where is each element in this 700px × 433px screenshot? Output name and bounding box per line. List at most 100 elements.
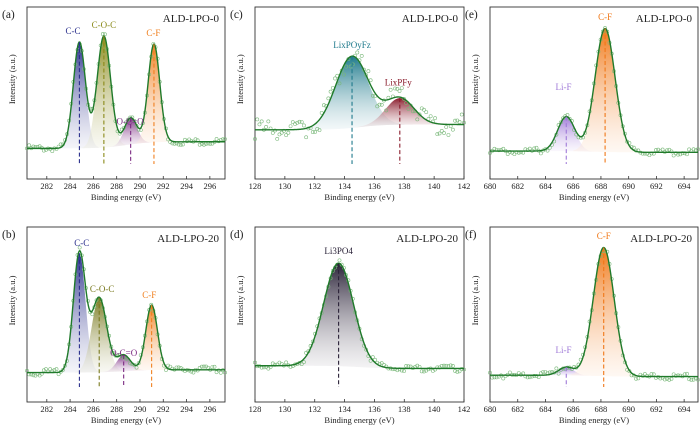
raw-data-point: [168, 364, 173, 369]
raw-data-point: [667, 147, 672, 152]
raw-data-point: [279, 130, 284, 135]
raw-data-point: [199, 142, 204, 147]
x-tick-label: 688: [595, 404, 608, 414]
peak-label: Li-F: [555, 82, 571, 92]
raw-data-point: [299, 362, 304, 367]
peak-label: O-C=O: [110, 348, 138, 358]
raw-data-point: [344, 64, 349, 69]
raw-data-point: [404, 101, 409, 105]
panel-f: Li-F C-F 680 682 684 686 688 690 692 694 Binding e…: [465, 226, 700, 425]
raw-data-point: [426, 367, 431, 372]
peak-label: Li-F: [555, 345, 571, 355]
y-axis-label: Intensity (a.u.): [470, 54, 480, 104]
raw-data-point: [395, 87, 400, 91]
raw-data-point: [508, 370, 512, 375]
raw-data-point: [41, 148, 46, 153]
x-tick-label: 138: [398, 404, 411, 414]
raw-data-point: [393, 86, 397, 91]
panel-b: C-C C-O-C O-C=O C-F 282 284 286 288 290 292 294 296…: [2, 226, 227, 425]
peak-label: C-F: [142, 290, 156, 300]
y-axis-label: Intensity (a.u.): [235, 275, 245, 325]
peak-label: O-C=O: [117, 117, 145, 127]
raw-data-point: [100, 32, 105, 36]
raw-data-point: [176, 365, 181, 370]
raw-data-point: [424, 110, 429, 114]
raw-data-point: [415, 117, 420, 122]
raw-data-point: [77, 245, 82, 250]
raw-data-point: [534, 374, 539, 378]
raw-data-point: [166, 363, 171, 368]
x-tick-label: 128: [249, 404, 262, 414]
panel-c: LixPOyFz LixPFy 128 130 132 134 136 138 140 142 Bi…: [230, 6, 470, 202]
x-tick-label: 132: [308, 181, 321, 191]
raw-data-point: [113, 353, 118, 358]
raw-data-point: [397, 89, 402, 93]
raw-data-point: [193, 137, 198, 142]
raw-data-point: [527, 146, 532, 151]
raw-data-point: [220, 137, 225, 142]
x-tick-label: 282: [40, 181, 53, 191]
x-tick-label: 692: [650, 404, 663, 414]
x-tick-label: 694: [678, 181, 692, 191]
raw-data-point: [419, 369, 424, 374]
panel-a: C-C C-O-C O-C=O C-F 282 284 286 288 290 292 294 296…: [2, 6, 227, 202]
fit-envelope: [255, 55, 464, 131]
x-tick-label: 694: [678, 404, 692, 414]
raw-data-point: [512, 152, 517, 157]
raw-data-point: [302, 123, 306, 128]
raw-data-point: [174, 365, 179, 370]
raw-data-point: [665, 148, 669, 153]
y-axis-label: Intensity (a.u.): [470, 275, 480, 325]
raw-data-point: [355, 50, 360, 55]
peak-area-f-1: [570, 247, 637, 377]
raw-data-point: [402, 369, 406, 374]
raw-data-point: [373, 357, 377, 362]
raw-data-point: [290, 120, 295, 125]
raw-data-point: [317, 128, 322, 133]
peak-label: C-O-C: [92, 20, 117, 30]
x-tick-label: 132: [308, 404, 321, 414]
x-tick-label: 680: [484, 181, 497, 191]
raw-data-point: [455, 369, 460, 374]
panel-letter: (d): [230, 229, 244, 241]
raw-data-point: [31, 373, 36, 378]
raw-data-point: [223, 370, 227, 375]
raw-data-point: [446, 133, 451, 137]
raw-data-point: [377, 102, 382, 107]
raw-data-point: [60, 368, 65, 372]
raw-data-point: [687, 377, 692, 382]
raw-data-point: [435, 132, 440, 137]
raw-data-point: [505, 152, 510, 156]
x-axis-label: Binding energy (eV): [91, 192, 161, 202]
raw-data-point: [266, 366, 271, 371]
x-tick-label: 294: [180, 181, 194, 191]
x-tick-label: 684: [539, 404, 553, 414]
raw-data-point: [379, 102, 384, 107]
raw-data-point: [44, 367, 48, 372]
raw-data-point: [399, 86, 404, 91]
raw-data-point: [328, 89, 333, 94]
raw-data-point: [393, 367, 397, 372]
x-axis-label: Binding energy (eV): [91, 415, 161, 425]
x-axis-label: Binding energy (eV): [559, 192, 629, 202]
raw-data-point: [660, 147, 665, 152]
x-tick-label: 134: [338, 404, 352, 414]
x-tick-label: 138: [398, 181, 411, 191]
raw-data-point: [342, 72, 346, 77]
panel-letter: (c): [230, 9, 243, 21]
raw-data-point: [554, 366, 559, 371]
raw-data-point: [457, 369, 462, 374]
raw-data-point: [90, 312, 95, 317]
raw-data-point: [31, 144, 36, 149]
raw-data-point: [388, 87, 393, 92]
panel-title: ALD-LPO-20: [157, 233, 219, 245]
raw-data-point: [682, 372, 687, 377]
x-tick-label: 142: [458, 404, 471, 414]
raw-data-point: [257, 122, 262, 127]
x-tick-label: 286: [87, 181, 100, 191]
x-tick-label: 284: [64, 181, 78, 191]
x-tick-label: 686: [567, 404, 580, 414]
raw-data-point: [214, 370, 219, 375]
raw-data-point: [382, 363, 386, 367]
x-tick-label: 136: [368, 404, 381, 414]
